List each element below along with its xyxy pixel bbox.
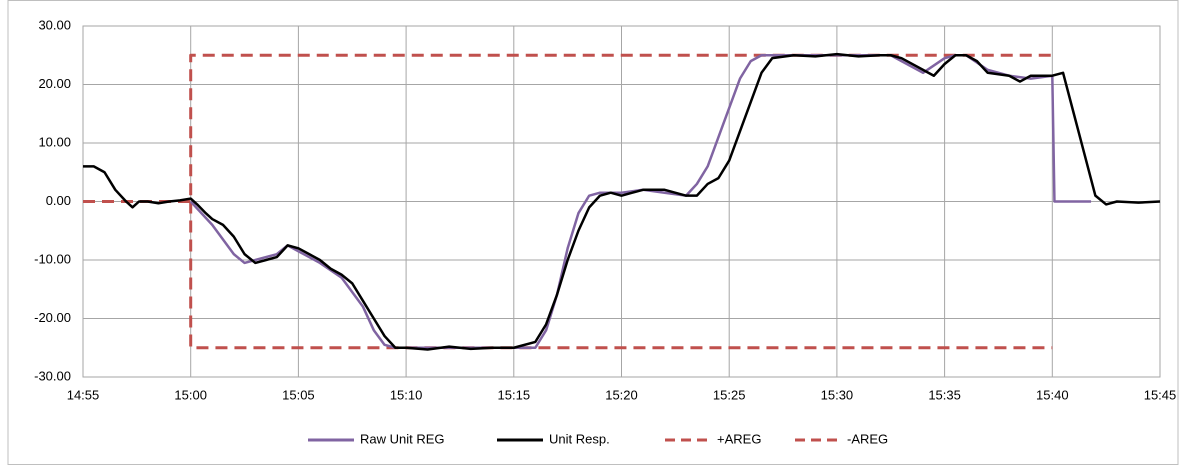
- legend-label: Unit Resp.: [549, 431, 610, 446]
- y-tick-label: 30.00: [38, 17, 71, 32]
- x-tick-label: 15:00: [174, 387, 207, 402]
- x-tick-label: 15:20: [605, 387, 638, 402]
- legend-label: Raw Unit REG: [360, 431, 445, 446]
- chart-border: [7, 0, 1179, 465]
- x-tick-label: 15:35: [928, 387, 961, 402]
- series-line: [83, 52, 1161, 351]
- y-tick-label: 0.00: [46, 193, 71, 208]
- x-tick-label: 14:55: [67, 387, 100, 402]
- legend-label: -AREG: [847, 431, 888, 446]
- y-tick-label: -30.00: [34, 368, 71, 383]
- x-tick-label: 15:45: [1144, 387, 1177, 402]
- y-tick-label: -20.00: [34, 310, 71, 325]
- y-tick-label: 20.00: [38, 76, 71, 91]
- x-tick-label: 15:30: [821, 387, 854, 402]
- x-tick-label: 15:15: [498, 387, 531, 402]
- y-tick-label: 10.00: [38, 134, 71, 149]
- y-tick-label: -10.00: [34, 251, 71, 266]
- series-line: [83, 53, 1053, 203]
- x-tick-label: 15:10: [390, 387, 423, 402]
- series-line: [189, 201, 1053, 350]
- x-tick-label: 15:40: [1036, 387, 1069, 402]
- x-tick-label: 15:25: [713, 387, 746, 402]
- legend-label: +AREG: [717, 431, 761, 446]
- x-tick-label: 15:05: [282, 387, 315, 402]
